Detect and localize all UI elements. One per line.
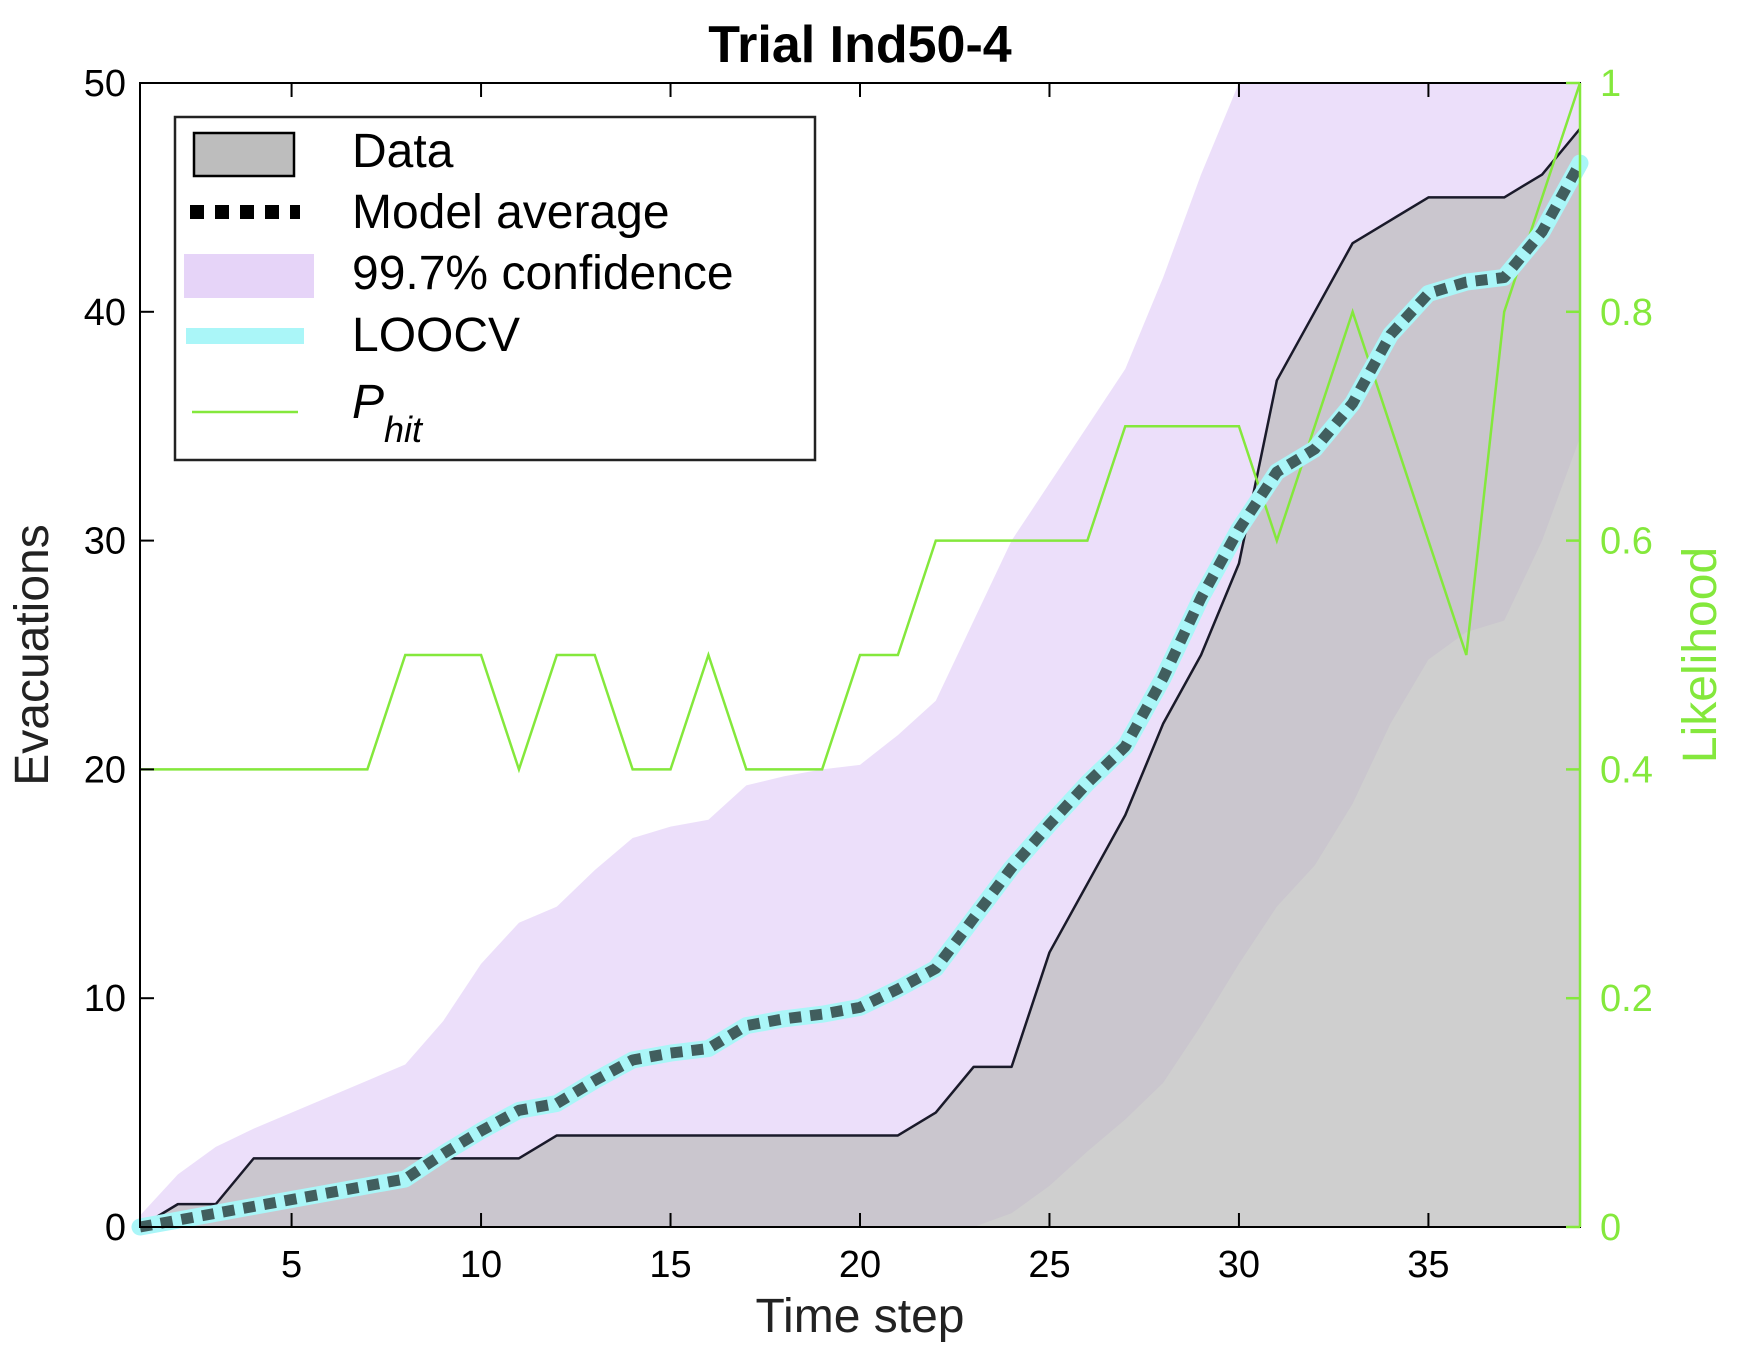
legend-label-p-hit-subscript: hit (384, 409, 424, 450)
legend: Data Model average 99.7% confidence LOOC… (173, 115, 817, 462)
x-axis-label: Time step (756, 1290, 965, 1343)
y-tick-right-label: 0 (1600, 1207, 1621, 1249)
data-area (140, 128, 1580, 1227)
y-tick-right-label: 0.8 (1600, 292, 1653, 334)
axis-ticks: 5 10 15 20 25 30 35 0 10 20 30 40 50 0 0.2 0.4 0.6 0.8 1 (84, 63, 1653, 1286)
y-tick-label: 10 (84, 978, 126, 1020)
legend-label-model-average: Model average (352, 186, 670, 239)
y-tick-right-label: 1 (1600, 63, 1621, 105)
y-axis-right-label: Likelihood (1674, 547, 1727, 763)
y-tick-label: 20 (84, 749, 126, 791)
plot-area (131, 82, 1589, 1236)
chart-title: Trial Ind50-4 (708, 16, 1012, 74)
x-tick-label: 5 (281, 1244, 302, 1286)
y-tick-label: 30 (84, 521, 126, 563)
data-line (139, 127, 1581, 1229)
legend-label-data: Data (352, 125, 454, 178)
x-tick-label: 25 (1028, 1244, 1070, 1286)
x-tick-label: 15 (649, 1244, 691, 1286)
legend-label-confidence: 99.7% confidence (352, 247, 734, 300)
y-axis-label: Evacuations (6, 524, 59, 786)
y-tick-right-label: 0.6 (1600, 521, 1653, 563)
model-average-line (139, 160, 1585, 1233)
y-tick-label: 0 (105, 1207, 126, 1249)
legend-label-p-hit: Phit (352, 376, 424, 450)
p-hit-line (140, 82, 1582, 774)
legend-label-loocv: LOOCV (352, 309, 520, 362)
y-tick-right-label: 0.4 (1600, 749, 1653, 791)
y-tick-label: 40 (84, 292, 126, 334)
y-tick-label: 50 (84, 63, 126, 105)
x-tick-label: 35 (1407, 1244, 1449, 1286)
x-tick-label: 30 (1218, 1244, 1260, 1286)
x-tick-label: 10 (460, 1244, 502, 1286)
y-tick-right-label: 0.2 (1600, 978, 1653, 1020)
legend-label-p-hit-main: P (352, 376, 384, 429)
x-tick-label: 20 (839, 1244, 881, 1286)
legend-swatch-data (192, 131, 296, 178)
legend-swatch-confidence (184, 254, 314, 298)
